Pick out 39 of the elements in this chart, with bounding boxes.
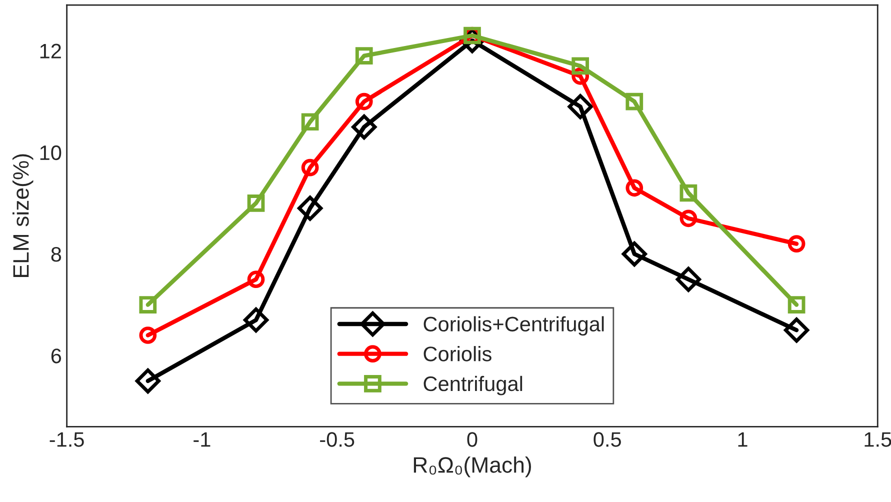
x-tick-label: 1 [738,432,748,447]
point [352,114,377,140]
legend-label: Coriolis [424,346,492,362]
x-tick-label: 0 [467,432,478,447]
x-tick-label: 1.5 [864,432,891,447]
x-tick-label: -1 [194,432,210,447]
legend-label: Centrifugal [424,376,522,396]
point [301,113,319,131]
legend-label: Coriolis+Centrifugal [424,316,604,336]
point [247,194,265,212]
y-axis-title: ELM size(%) [12,154,34,278]
point [298,196,323,221]
y-tick-label: 10 [40,145,62,160]
point [784,318,810,343]
point [622,241,647,266]
x-tick-label: 0.5 [594,432,621,447]
point [135,368,160,394]
y-tick-label: 12 [40,44,61,58]
point [788,235,806,252]
point [572,57,590,75]
point [626,179,644,197]
point [626,92,644,110]
y-tick-label: 8 [51,246,62,262]
point [243,307,269,333]
point [355,47,373,65]
point [568,94,593,120]
point [676,266,701,292]
y-tick-label: 6 [51,348,62,364]
point [355,92,373,110]
point [680,210,698,228]
x-axis-title: R₀Ω₀(Mach) [414,456,531,478]
point [139,296,157,314]
point [301,158,319,176]
point [680,184,698,202]
point [788,296,806,314]
point [139,326,157,344]
x-tick-label: -0.5 [320,432,354,447]
x-tick-label: -1.5 [50,432,84,447]
point [247,270,265,288]
